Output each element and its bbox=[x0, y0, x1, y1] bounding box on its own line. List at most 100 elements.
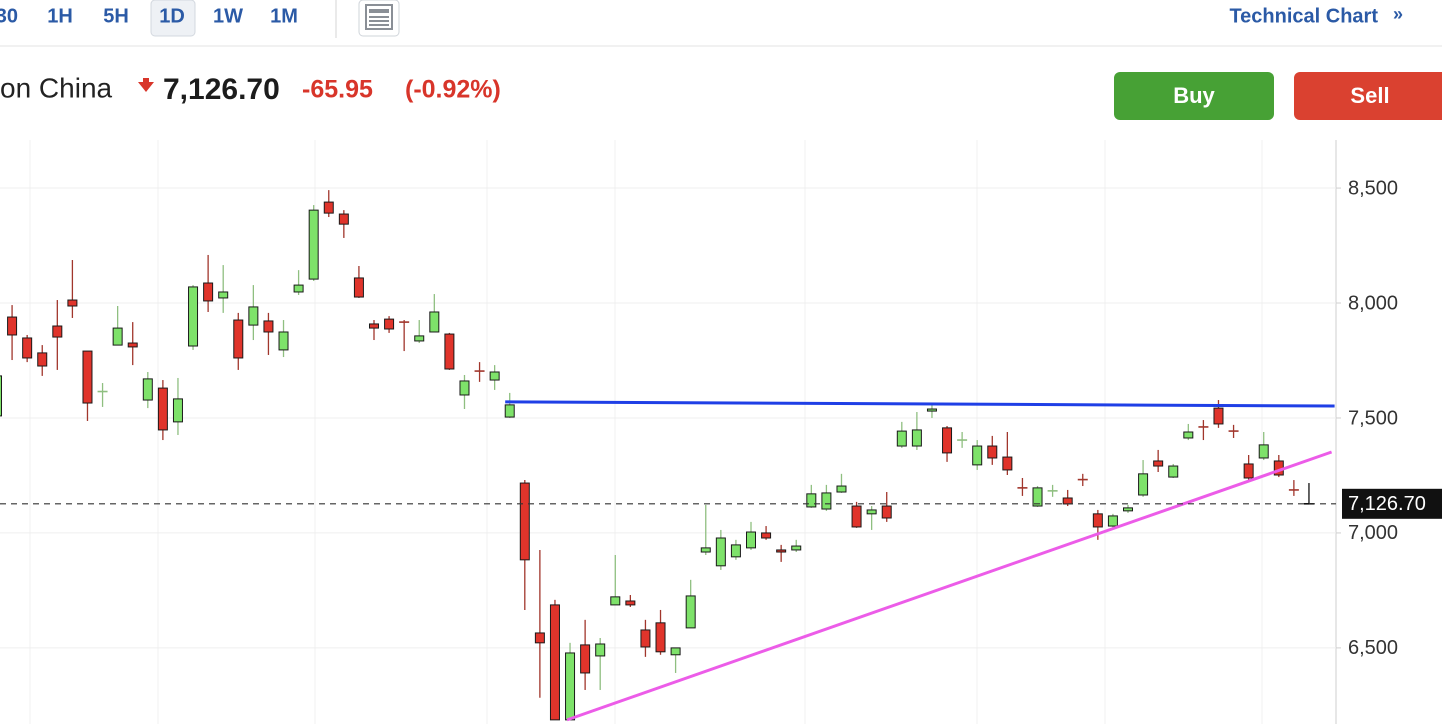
candle-body bbox=[911, 429, 922, 447]
candle-body bbox=[308, 209, 319, 280]
candle-body bbox=[519, 482, 530, 561]
candle-body bbox=[685, 595, 696, 629]
candle-body bbox=[896, 430, 907, 447]
candle-body bbox=[595, 643, 606, 657]
instrument-name: on China bbox=[0, 72, 113, 103]
candle-body bbox=[1183, 431, 1194, 439]
candle-body bbox=[459, 380, 470, 396]
last-price-box bbox=[1342, 488, 1442, 519]
timeframe[interactable]: 30 bbox=[0, 5, 18, 27]
price-grid bbox=[0, 187, 1336, 649]
timeframe[interactable]: 1D bbox=[159, 5, 185, 27]
candle-body bbox=[791, 545, 802, 551]
price-axis: 6,500 7,000 7,500 8,000 8,500 bbox=[1336, 177, 1398, 659]
change: -65.95 bbox=[302, 76, 373, 104]
candle-body bbox=[293, 284, 304, 293]
price: 7,126.70 bbox=[163, 73, 280, 106]
candle-body bbox=[1123, 507, 1133, 512]
candle-body bbox=[580, 644, 591, 674]
candle-body bbox=[746, 531, 756, 549]
candle-body bbox=[1092, 513, 1103, 528]
y-tick-label: 7,000 bbox=[1348, 522, 1398, 544]
candle-body bbox=[625, 600, 636, 606]
candle-body bbox=[338, 213, 349, 225]
candle-body bbox=[7, 316, 18, 336]
candle-body bbox=[655, 622, 666, 653]
candle-body bbox=[1153, 460, 1164, 467]
candle-body bbox=[172, 398, 183, 423]
candle-body bbox=[1168, 465, 1179, 478]
last-price-label: 7,126.70 bbox=[1348, 493, 1426, 515]
candle-body bbox=[278, 331, 289, 351]
sell-label[interactable]: Sell bbox=[1350, 83, 1389, 108]
candle-body bbox=[414, 335, 425, 342]
trend-line bbox=[566, 450, 1333, 722]
candle-body bbox=[761, 532, 772, 539]
candle-body bbox=[67, 299, 78, 307]
candle-body bbox=[188, 286, 199, 347]
candle-body bbox=[1138, 473, 1149, 496]
link-icon[interactable]: » bbox=[1393, 4, 1403, 24]
technical-chart-link[interactable]: Technical Chart bbox=[1229, 5, 1378, 27]
y-tick-label: 8,500 bbox=[1348, 177, 1398, 199]
candle-body bbox=[987, 445, 998, 459]
y-tick-label: 7,500 bbox=[1348, 407, 1398, 429]
trend-line bbox=[505, 400, 1335, 408]
plot bbox=[0, 190, 1335, 722]
candle-body bbox=[1107, 515, 1118, 527]
candle-body bbox=[203, 282, 214, 302]
timeframe[interactable]: 1W bbox=[213, 5, 243, 27]
candle-body bbox=[881, 505, 892, 519]
candle-body bbox=[112, 327, 123, 346]
candle-body bbox=[926, 408, 937, 412]
down-arrow bbox=[138, 78, 154, 92]
candle-body bbox=[565, 652, 576, 721]
candle-body bbox=[444, 333, 455, 370]
candle-body bbox=[534, 632, 545, 644]
candle-body bbox=[218, 291, 229, 299]
candle-body bbox=[82, 350, 93, 404]
candle-body bbox=[715, 537, 726, 567]
candle-body bbox=[263, 320, 274, 333]
candle-body bbox=[866, 509, 877, 515]
layout-icon[interactable] bbox=[358, 0, 400, 37]
candle-body bbox=[700, 547, 711, 553]
buy-label[interactable]: Buy bbox=[1173, 83, 1215, 108]
candle-body bbox=[22, 337, 33, 359]
candle-body bbox=[1243, 463, 1254, 479]
candle-body bbox=[127, 342, 138, 348]
candle-body bbox=[610, 596, 621, 606]
y-tick-label: 8,000 bbox=[1348, 292, 1398, 314]
timeframe[interactable]: 1M bbox=[270, 5, 298, 27]
candle-body bbox=[806, 493, 817, 508]
buy-button[interactable] bbox=[1114, 72, 1274, 120]
change-pct: (-0.92%) bbox=[405, 76, 501, 104]
candle-body bbox=[142, 378, 153, 401]
candle-body bbox=[157, 387, 168, 431]
candle-body bbox=[37, 352, 48, 367]
candle-body bbox=[1062, 497, 1073, 505]
candle-body bbox=[429, 311, 440, 333]
timeframe[interactable]: 5H bbox=[103, 5, 129, 27]
candle-body bbox=[640, 629, 651, 648]
candle-body bbox=[489, 371, 500, 381]
active-tab-bg bbox=[150, 0, 196, 37]
sell-button[interactable] bbox=[1294, 72, 1442, 120]
candle-body bbox=[836, 485, 847, 493]
candle-body bbox=[549, 604, 560, 721]
candle-body bbox=[776, 549, 787, 553]
candle-body bbox=[369, 323, 379, 329]
candle-body bbox=[730, 544, 741, 558]
timeframe[interactable]: 1H bbox=[47, 5, 73, 27]
candle-body bbox=[851, 505, 862, 528]
candle-body bbox=[1032, 487, 1043, 507]
candle-body bbox=[1002, 456, 1013, 471]
candle-body bbox=[233, 319, 244, 359]
candle-body bbox=[670, 647, 681, 656]
candle-body bbox=[248, 306, 259, 326]
candle-body bbox=[821, 492, 832, 510]
candle-body bbox=[504, 404, 515, 418]
candle-body bbox=[384, 318, 395, 330]
